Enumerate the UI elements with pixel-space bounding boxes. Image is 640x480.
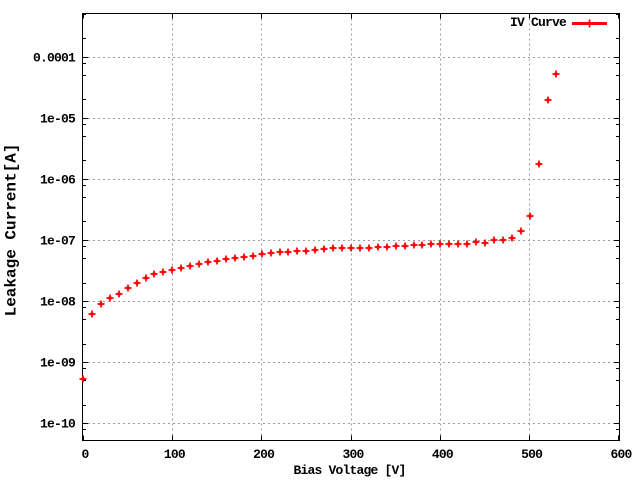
svg-text:0.0001: 0.0001 — [33, 51, 76, 66]
svg-text:600: 600 — [610, 447, 632, 462]
svg-text:Leakage Current[A]: Leakage Current[A] — [3, 144, 21, 317]
svg-text:1e-06: 1e-06 — [40, 173, 76, 188]
svg-text:1e-05: 1e-05 — [40, 112, 76, 127]
svg-text:1e-08: 1e-08 — [40, 295, 76, 310]
svg-text:100: 100 — [164, 447, 186, 462]
svg-text:Bias Voltage [V]: Bias Voltage [V] — [293, 463, 405, 478]
svg-text:0: 0 — [81, 447, 89, 462]
svg-text:1e-07: 1e-07 — [40, 234, 75, 249]
svg-text:1e-09: 1e-09 — [40, 356, 76, 371]
svg-text:500: 500 — [521, 447, 543, 462]
svg-text:1e-10: 1e-10 — [40, 417, 76, 432]
svg-text:200: 200 — [253, 447, 275, 462]
svg-text:300: 300 — [342, 447, 364, 462]
svg-text:IV Curve: IV Curve — [510, 15, 567, 30]
svg-text:400: 400 — [432, 447, 454, 462]
